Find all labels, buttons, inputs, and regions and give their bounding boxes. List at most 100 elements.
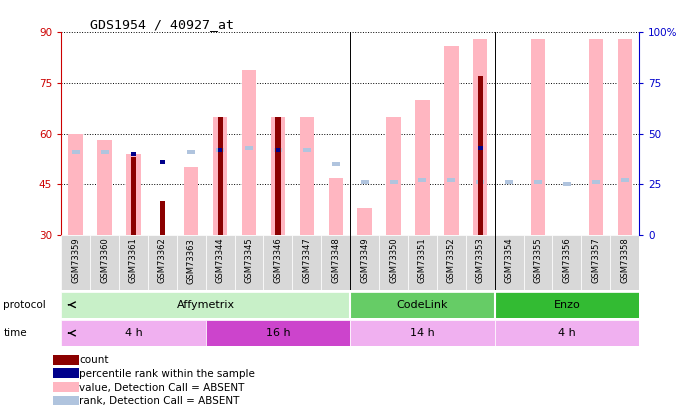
- Bar: [332, 162, 340, 166]
- Bar: [350, 320, 494, 346]
- Bar: [184, 167, 199, 235]
- Bar: [321, 235, 350, 290]
- Bar: [494, 292, 639, 318]
- Bar: [205, 235, 235, 290]
- Bar: [534, 180, 542, 184]
- Bar: [235, 235, 263, 290]
- Bar: [610, 235, 639, 290]
- Text: GSM73354: GSM73354: [505, 238, 513, 283]
- Text: 16 h: 16 h: [266, 328, 290, 338]
- Bar: [360, 180, 369, 184]
- Bar: [552, 235, 581, 290]
- Bar: [53, 355, 79, 364]
- Bar: [592, 180, 600, 184]
- Bar: [160, 201, 165, 235]
- Text: count: count: [79, 355, 109, 365]
- Bar: [531, 39, 545, 235]
- Text: Affymetrix: Affymetrix: [177, 300, 235, 310]
- Text: rank, Detection Call = ABSENT: rank, Detection Call = ABSENT: [79, 396, 239, 405]
- Text: percentile rank within the sample: percentile rank within the sample: [79, 369, 255, 379]
- Text: GSM73357: GSM73357: [592, 238, 600, 284]
- Bar: [216, 148, 224, 152]
- Bar: [621, 178, 629, 182]
- Bar: [271, 117, 285, 235]
- Bar: [477, 76, 483, 235]
- Bar: [274, 148, 282, 152]
- Bar: [97, 141, 112, 235]
- Text: GSM73351: GSM73351: [418, 238, 427, 283]
- Bar: [205, 320, 350, 346]
- Bar: [61, 235, 90, 290]
- Bar: [148, 235, 177, 290]
- Bar: [379, 235, 408, 290]
- Bar: [187, 150, 195, 154]
- Text: CodeLink: CodeLink: [396, 300, 448, 310]
- Bar: [69, 134, 83, 235]
- Bar: [61, 292, 350, 318]
- Bar: [71, 150, 80, 154]
- Bar: [390, 180, 398, 184]
- Bar: [61, 320, 205, 346]
- Text: 4 h: 4 h: [124, 328, 142, 338]
- Bar: [275, 117, 281, 235]
- Text: GSM73362: GSM73362: [158, 238, 167, 284]
- Text: GSM73347: GSM73347: [303, 238, 311, 284]
- Bar: [131, 152, 136, 156]
- Bar: [408, 235, 437, 290]
- Bar: [328, 177, 343, 235]
- Bar: [494, 235, 524, 290]
- Bar: [415, 100, 430, 235]
- Text: 4 h: 4 h: [558, 328, 576, 338]
- Bar: [358, 208, 372, 235]
- Text: GSM73359: GSM73359: [71, 238, 80, 283]
- Bar: [263, 235, 292, 290]
- Text: 14 h: 14 h: [410, 328, 435, 338]
- Text: GDS1954 / 40927_at: GDS1954 / 40927_at: [90, 18, 234, 31]
- Bar: [218, 148, 222, 152]
- Bar: [53, 382, 79, 392]
- Text: GSM73348: GSM73348: [331, 238, 340, 284]
- Text: protocol: protocol: [3, 300, 46, 309]
- Bar: [177, 235, 205, 290]
- Text: GSM73352: GSM73352: [447, 238, 456, 283]
- Text: GSM73360: GSM73360: [100, 238, 109, 284]
- Text: GSM73345: GSM73345: [245, 238, 254, 283]
- Bar: [275, 148, 280, 152]
- Bar: [524, 235, 552, 290]
- Bar: [160, 160, 165, 164]
- Bar: [563, 182, 571, 186]
- Text: GSM73355: GSM73355: [534, 238, 543, 283]
- Bar: [581, 235, 610, 290]
- Bar: [245, 146, 253, 150]
- Bar: [466, 235, 494, 290]
- Bar: [350, 292, 494, 318]
- Bar: [292, 235, 321, 290]
- Bar: [494, 320, 639, 346]
- Bar: [478, 146, 483, 150]
- Text: GSM73353: GSM73353: [476, 238, 485, 284]
- Bar: [218, 117, 223, 235]
- Bar: [444, 46, 458, 235]
- Bar: [617, 39, 632, 235]
- Bar: [476, 180, 484, 184]
- Text: Enzo: Enzo: [554, 300, 580, 310]
- Text: GSM73350: GSM73350: [389, 238, 398, 283]
- Text: GSM73356: GSM73356: [562, 238, 571, 284]
- Bar: [213, 117, 227, 235]
- Bar: [589, 39, 603, 235]
- Bar: [303, 148, 311, 152]
- Text: GSM73344: GSM73344: [216, 238, 224, 283]
- Bar: [131, 157, 136, 235]
- Bar: [386, 117, 401, 235]
- Text: GSM73363: GSM73363: [187, 238, 196, 284]
- Bar: [53, 369, 79, 378]
- Bar: [505, 180, 513, 184]
- Bar: [126, 154, 141, 235]
- Text: GSM73346: GSM73346: [273, 238, 282, 284]
- Bar: [350, 235, 379, 290]
- Bar: [447, 178, 456, 182]
- Bar: [119, 235, 148, 290]
- Text: GSM73349: GSM73349: [360, 238, 369, 283]
- Bar: [300, 117, 314, 235]
- Text: GSM73361: GSM73361: [129, 238, 138, 284]
